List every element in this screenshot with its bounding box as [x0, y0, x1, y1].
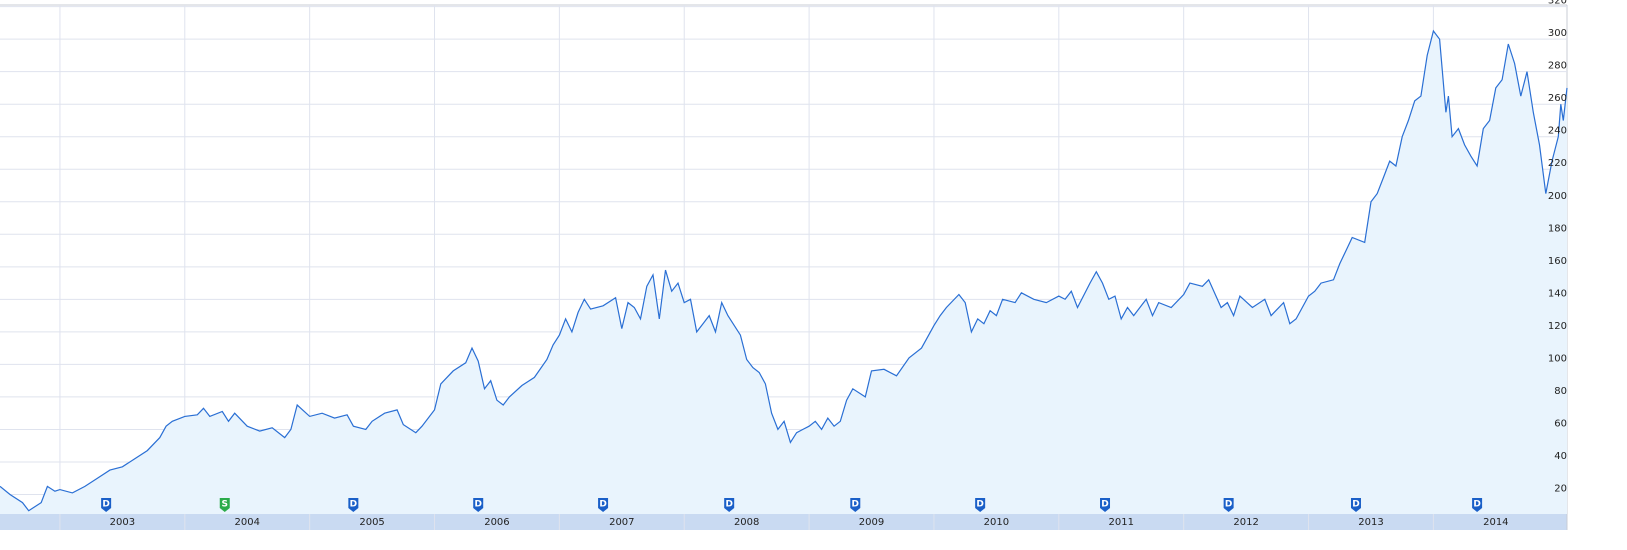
x-tick-label: 2010 — [984, 517, 1009, 528]
event-flag: D — [850, 498, 861, 512]
event-flag-label: D — [102, 500, 109, 510]
x-tick-label: 2008 — [734, 517, 759, 528]
y-tick-label: 20 — [1554, 483, 1567, 494]
event-flag: D — [598, 498, 609, 512]
x-tick-label: 2007 — [609, 517, 634, 528]
y-tick-label: 260 — [1548, 93, 1567, 104]
y-tick-label: 300 — [1548, 28, 1567, 39]
event-flag-label: D — [1101, 500, 1108, 510]
event-flag-label: D — [474, 500, 481, 510]
event-flag-shape — [1100, 498, 1111, 512]
event-flag-label: S — [222, 500, 228, 510]
y-tick-label: 280 — [1548, 61, 1567, 72]
x-tick-label: 2005 — [359, 517, 384, 528]
event-flag-shape — [348, 498, 359, 512]
event-flag-shape — [850, 498, 861, 512]
event-flag: D — [724, 498, 735, 512]
event-flag-label: D — [1225, 500, 1232, 510]
y-tick-label: 160 — [1548, 256, 1567, 267]
event-flag-shape — [1472, 498, 1483, 512]
event-flag-label: D — [976, 500, 983, 510]
event-flag-shape — [101, 498, 112, 512]
event-flag-label: D — [852, 500, 859, 510]
event-flag-shape — [473, 498, 484, 512]
x-tick-label: 2003 — [110, 517, 135, 528]
x-tick-label: 2014 — [1483, 517, 1508, 528]
y-tick-label: 320 — [1548, 0, 1567, 7]
y-tick-label: 100 — [1548, 353, 1567, 364]
y-tick-label: 220 — [1548, 158, 1567, 169]
event-flag: D — [1223, 498, 1234, 512]
x-tick-label: 2011 — [1109, 517, 1134, 528]
event-flag: D — [975, 498, 986, 512]
event-flag-label: D — [1473, 500, 1480, 510]
event-flag-label: D — [350, 500, 357, 510]
x-axis-band — [0, 514, 1567, 530]
y-tick-label: 120 — [1548, 321, 1567, 332]
y-tick-label: 200 — [1548, 191, 1567, 202]
event-flag-shape — [724, 498, 735, 512]
event-flag-shape — [598, 498, 609, 512]
event-flag-shape — [219, 498, 230, 512]
y-tick-label: 180 — [1548, 223, 1567, 234]
y-tick-label: 60 — [1554, 418, 1567, 429]
event-flag: D — [1350, 498, 1361, 512]
y-tick-label: 40 — [1554, 451, 1567, 462]
event-flag-shape — [1223, 498, 1234, 512]
event-flag: D — [348, 498, 359, 512]
event-flag: D — [473, 498, 484, 512]
event-flag-shape — [1350, 498, 1361, 512]
x-tick-label: 2004 — [234, 517, 259, 528]
x-tick-label: 2006 — [484, 517, 509, 528]
x-tick-label: 2009 — [859, 517, 884, 528]
event-flag: D — [1100, 498, 1111, 512]
y-tick-label: 80 — [1554, 386, 1567, 397]
event-flag-label: D — [725, 500, 732, 510]
event-flag: D — [1472, 498, 1483, 512]
x-tick-label: 2012 — [1233, 517, 1258, 528]
event-flag-shape — [975, 498, 986, 512]
event-flag-label: D — [1352, 500, 1359, 510]
line — [0, 29, 1568, 512]
event-flag-label: D — [599, 500, 606, 510]
area — [0, 31, 1567, 514]
event-flag: D — [101, 498, 112, 512]
x-tick-label: 2013 — [1358, 517, 1383, 528]
y-tick-label: 140 — [1548, 288, 1567, 299]
y-tick-label: 240 — [1548, 126, 1567, 137]
event-flag: S — [219, 498, 230, 512]
